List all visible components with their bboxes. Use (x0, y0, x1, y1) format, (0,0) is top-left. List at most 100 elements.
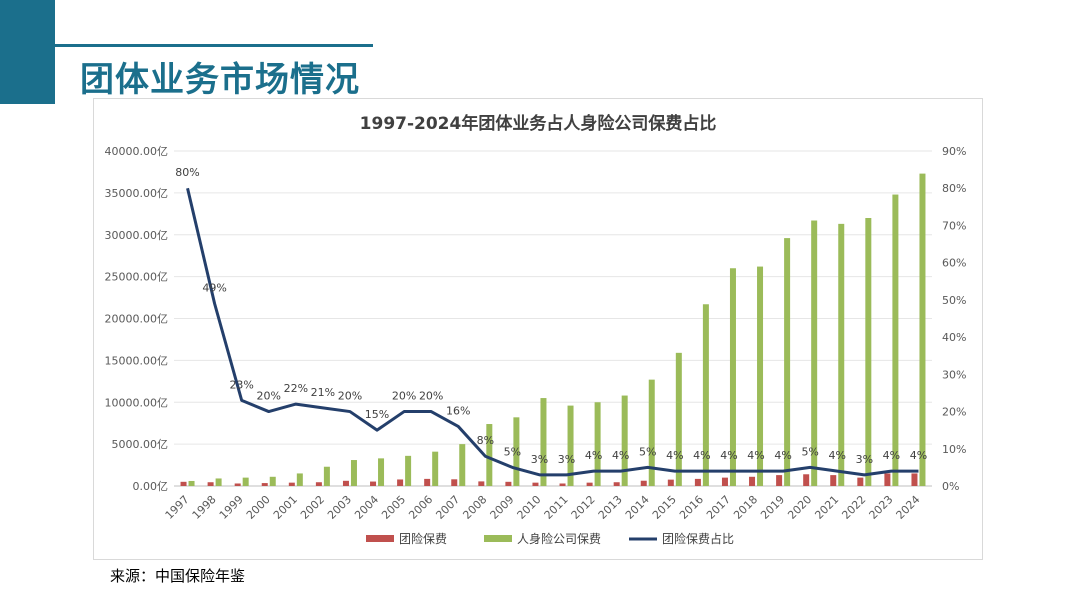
bar-group-premium (667, 479, 674, 486)
x-axis-tick-label: 2000 (244, 493, 273, 522)
x-axis-tick-label: 2020 (785, 493, 814, 522)
share-data-label: 4% (883, 449, 900, 462)
bar-group-premium (694, 478, 701, 486)
bar-group-premium (261, 483, 268, 486)
share-data-label: 4% (829, 449, 846, 462)
share-data-label: 4% (612, 449, 629, 462)
x-axis-tick-label: 2009 (488, 493, 517, 522)
bar-group-premium (586, 482, 593, 486)
share-data-label: 4% (666, 449, 683, 462)
x-axis-tick-label: 2019 (758, 493, 787, 522)
bar-life-premium (350, 460, 357, 486)
x-axis-tick-label: 2005 (379, 493, 408, 522)
bar-group-premium (180, 481, 187, 486)
bar-life-premium (188, 480, 195, 486)
chart-title: 1997-2024年团体业务占人身险公司保费占比 (360, 113, 717, 134)
x-axis-tick-label: 2004 (352, 493, 381, 522)
bar-group-premium (478, 481, 485, 486)
right-axis-tick-label: 70% (942, 219, 966, 232)
bar-group-premium (857, 477, 864, 486)
bar-group-premium (451, 479, 458, 486)
bar-life-premium (242, 477, 249, 486)
bar-life-premium (784, 238, 791, 486)
share-data-label: 22% (284, 382, 308, 395)
combo-chart: 1997-2024年团体业务占人身险公司保费占比 0.00亿 5000.00亿 100… (105, 113, 967, 546)
x-axis-tick-label: 2007 (433, 493, 462, 522)
share-data-label: 3% (531, 453, 548, 466)
bar-life-premium (323, 466, 330, 486)
bar-group-premium (911, 473, 918, 486)
bar-life-premium (675, 352, 682, 486)
bar-group-premium (207, 482, 214, 486)
x-axis-tick-label: 2012 (569, 493, 598, 522)
x-axis-tick-label: 2022 (839, 493, 868, 522)
bar-group-premium (803, 474, 810, 486)
share-data-label: 20% (419, 390, 443, 403)
share-data-label: 20% (338, 390, 362, 403)
header-accent-block (0, 0, 55, 104)
x-axis-tick-label: 2014 (623, 493, 652, 522)
share-line (186, 187, 919, 477)
bar-group-premium (424, 478, 431, 486)
share-data-label: 5% (504, 445, 521, 458)
share-data-label: 80% (175, 166, 199, 179)
bar-life-premium (594, 402, 601, 486)
x-axis-tick-label: 2021 (812, 493, 841, 522)
share-data-label: 4% (910, 449, 927, 462)
bar-life-premium (567, 405, 574, 486)
left-axis-tick-label: 0.00亿 (133, 480, 169, 493)
bar-group-premium (776, 475, 783, 486)
bar-life-premium (513, 417, 520, 486)
right-axis-tick-label: 60% (942, 257, 966, 270)
right-axis-tick-label: 40% (942, 331, 966, 344)
bar-group-premium (234, 483, 241, 486)
bar-group-premium (342, 480, 349, 486)
bar-life-premium (648, 379, 655, 486)
bar-life-premium (757, 266, 764, 486)
x-axis-tick-label: 2002 (298, 493, 327, 522)
share-data-label: 49% (202, 282, 226, 295)
legend-swatch-group-premium (366, 535, 394, 542)
left-axis-tick-label: 15000.00亿 (105, 354, 169, 367)
left-axis-tick-label: 10000.00亿 (105, 396, 169, 409)
share-data-label: 5% (801, 445, 818, 458)
legend-label-group-premium: 团险保费 (399, 531, 447, 546)
title-underline (55, 44, 373, 47)
share-data-label: 20% (392, 390, 416, 403)
right-axis-tick-label: 20% (942, 406, 966, 419)
right-axis-tick-label: 0% (942, 480, 959, 493)
bar-life-premium (702, 304, 709, 486)
share-data-label: 15% (365, 408, 389, 421)
x-axis-tick-label: 1999 (217, 493, 246, 522)
share-data-label: 4% (693, 449, 710, 462)
left-axis-tick-label: 35000.00亿 (105, 187, 169, 200)
right-axis-tick-label: 10% (942, 443, 966, 456)
bar-group-premium (640, 480, 647, 486)
bar-group-premium (288, 482, 295, 486)
source-note: 来源：中国保险年鉴 (110, 567, 246, 585)
bar-group-premium (505, 481, 512, 486)
bar-life-premium (378, 458, 385, 486)
left-axis-tick-label: 40000.00亿 (105, 145, 169, 158)
x-axis-tick-label: 2015 (650, 493, 679, 522)
right-axis-tick-label: 50% (942, 294, 966, 307)
bar-life-premium (296, 473, 303, 486)
bar-life-premium (486, 424, 493, 486)
bar-life-premium (269, 476, 276, 486)
bar-group-premium (315, 482, 322, 486)
share-data-label: 8% (477, 434, 494, 447)
x-axis-tick-label: 2003 (325, 493, 354, 522)
share-data-label: 20% (257, 390, 281, 403)
left-axis-tick-label: 5000.00亿 (112, 438, 169, 451)
x-axis-tick-label: 1997 (163, 493, 192, 522)
share-data-label: 4% (720, 449, 737, 462)
bar-life-premium (892, 194, 899, 487)
right-axis-tick-label: 30% (942, 368, 966, 381)
bar-group-premium (532, 482, 539, 486)
bar-group-premium (370, 481, 377, 486)
x-axis-tick-label: 2024 (894, 493, 923, 522)
share-data-label: 4% (585, 449, 602, 462)
bar-life-premium (838, 223, 845, 487)
bar-group-premium (559, 483, 566, 486)
bar-life-premium (729, 268, 736, 486)
